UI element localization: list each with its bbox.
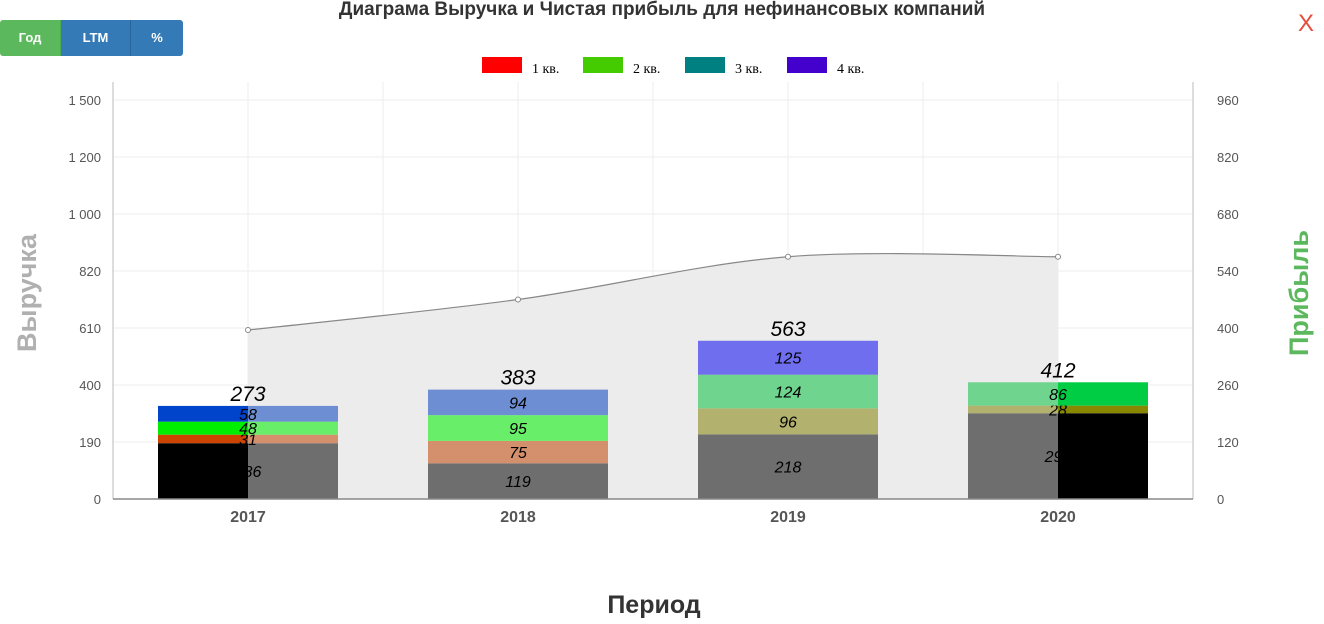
revenue-bar-right: [1058, 413, 1148, 499]
revenue-bar-right: [518, 415, 608, 441]
profit-area: [248, 253, 1058, 499]
x-tick-label: 2019: [770, 509, 806, 526]
revenue-bar-right: [248, 443, 338, 499]
bar-value-label: 96: [779, 414, 797, 431]
y-left-tick-label: 820: [79, 264, 101, 279]
bar-total-label: 383: [500, 367, 535, 390]
bar-total-label: 273: [229, 383, 265, 406]
percent-button[interactable]: %: [131, 20, 183, 56]
revenue-bar-left: [428, 463, 518, 499]
bar-value-label: 95: [509, 421, 527, 438]
y-right-tick-label: 960: [1217, 93, 1239, 108]
revenue-bar-right: [788, 374, 878, 409]
revenue-bar-left: [428, 415, 518, 441]
legend-label: 2 кв.: [633, 62, 660, 77]
bar-value-label: 31: [239, 432, 257, 449]
y-left-tick-label: 1 000: [68, 207, 101, 222]
revenue-bar-left: [158, 421, 248, 435]
bar-value-label: 48: [239, 421, 257, 438]
legend-swatch: [685, 57, 725, 73]
revenue-bar-left: [968, 382, 1058, 406]
bar-value-label: 86: [1049, 387, 1067, 404]
revenue-bar-left: [158, 443, 248, 499]
bar-value-label: 296: [1044, 449, 1072, 466]
y-right-tick-label: 0: [1217, 492, 1224, 507]
y-left-tick-label: 190: [79, 435, 101, 450]
bar-total-label: 563: [770, 318, 805, 341]
revenue-bar-right: [518, 389, 608, 416]
y-left-tick-label: 0: [94, 492, 101, 507]
revenue-bar-right: [248, 421, 338, 435]
bar-value-label: 28: [1048, 402, 1067, 419]
revenue-bar-right: [248, 434, 338, 444]
y-right-tick-label: 120: [1217, 435, 1239, 450]
revenue-bar-right: [1058, 405, 1148, 414]
y-right-axis-title: Прибыль: [1284, 230, 1314, 356]
x-tick-label: 2018: [500, 509, 536, 526]
period-toggle-group: Год LTM %: [0, 20, 183, 56]
profit-point: [1055, 253, 1061, 260]
y-right-tick-label: 400: [1217, 321, 1239, 336]
year-button[interactable]: Год: [0, 20, 61, 56]
revenue-bar-right: [788, 340, 878, 375]
y-right-tick-label: 680: [1217, 207, 1239, 222]
legend-label: 3 кв.: [735, 62, 762, 77]
y-left-tick-label: 1 500: [68, 93, 101, 108]
revenue-bar-left: [428, 389, 518, 416]
ltm-button[interactable]: LTM: [61, 20, 131, 56]
legend-label: 1 кв.: [532, 62, 559, 77]
revenue-bar-right: [788, 408, 878, 435]
x-axis-title: Период: [607, 591, 700, 619]
revenue-bar-left: [698, 340, 788, 375]
y-left-tick-label: 1 200: [68, 150, 101, 165]
legend-swatch: [787, 57, 827, 73]
revenue-bar-left: [698, 434, 788, 499]
y-right-tick-label: 820: [1217, 150, 1239, 165]
legend-swatch: [482, 57, 522, 73]
revenue-bar-left: [698, 374, 788, 409]
y-left-tick-label: 610: [79, 321, 101, 336]
close-icon[interactable]: X: [1298, 10, 1315, 37]
x-tick-label: 2017: [230, 509, 266, 526]
legend-label: 4 кв.: [837, 62, 864, 77]
profit-point: [785, 253, 791, 260]
bar-value-label: 94: [509, 395, 527, 412]
y-right-tick-label: 260: [1217, 378, 1239, 393]
revenue-bar-left: [968, 405, 1058, 414]
bar-value-label: 58: [239, 407, 257, 424]
bar-value-label: 75: [509, 445, 527, 462]
revenue-bar-right: [518, 463, 608, 499]
bar-value-label: 119: [505, 474, 531, 491]
bar-total-label: 412: [1040, 359, 1075, 382]
revenue-bar-left: [158, 405, 248, 422]
profit-point: [515, 296, 521, 303]
revenue-bar-right: [788, 434, 878, 499]
revenue-bar-left: [698, 408, 788, 435]
revenue-bar-left: [968, 413, 1058, 499]
profit-line: [247, 252, 1059, 331]
bar-value-label: 218: [774, 460, 802, 477]
chart-title: Диаграма Выручка и Чистая прибыль для не…: [338, 0, 986, 20]
y-left-tick-label: 400: [79, 378, 101, 393]
bar-value-label: 124: [775, 385, 802, 402]
revenue-bar-right: [1058, 382, 1148, 406]
bar-value-label: 125: [775, 351, 802, 368]
profit-point: [245, 327, 251, 334]
revenue-bar-left: [158, 434, 248, 444]
x-tick-label: 2020: [1040, 509, 1076, 526]
y-right-tick-label: 540: [1217, 264, 1239, 279]
revenue-bar-left: [428, 440, 518, 464]
legend-swatch: [583, 57, 623, 73]
bar-value-label: 186: [235, 464, 262, 481]
revenue-bar-right: [248, 405, 338, 422]
y-left-axis-title: Выручка: [12, 233, 42, 352]
revenue-bar-right: [518, 440, 608, 464]
